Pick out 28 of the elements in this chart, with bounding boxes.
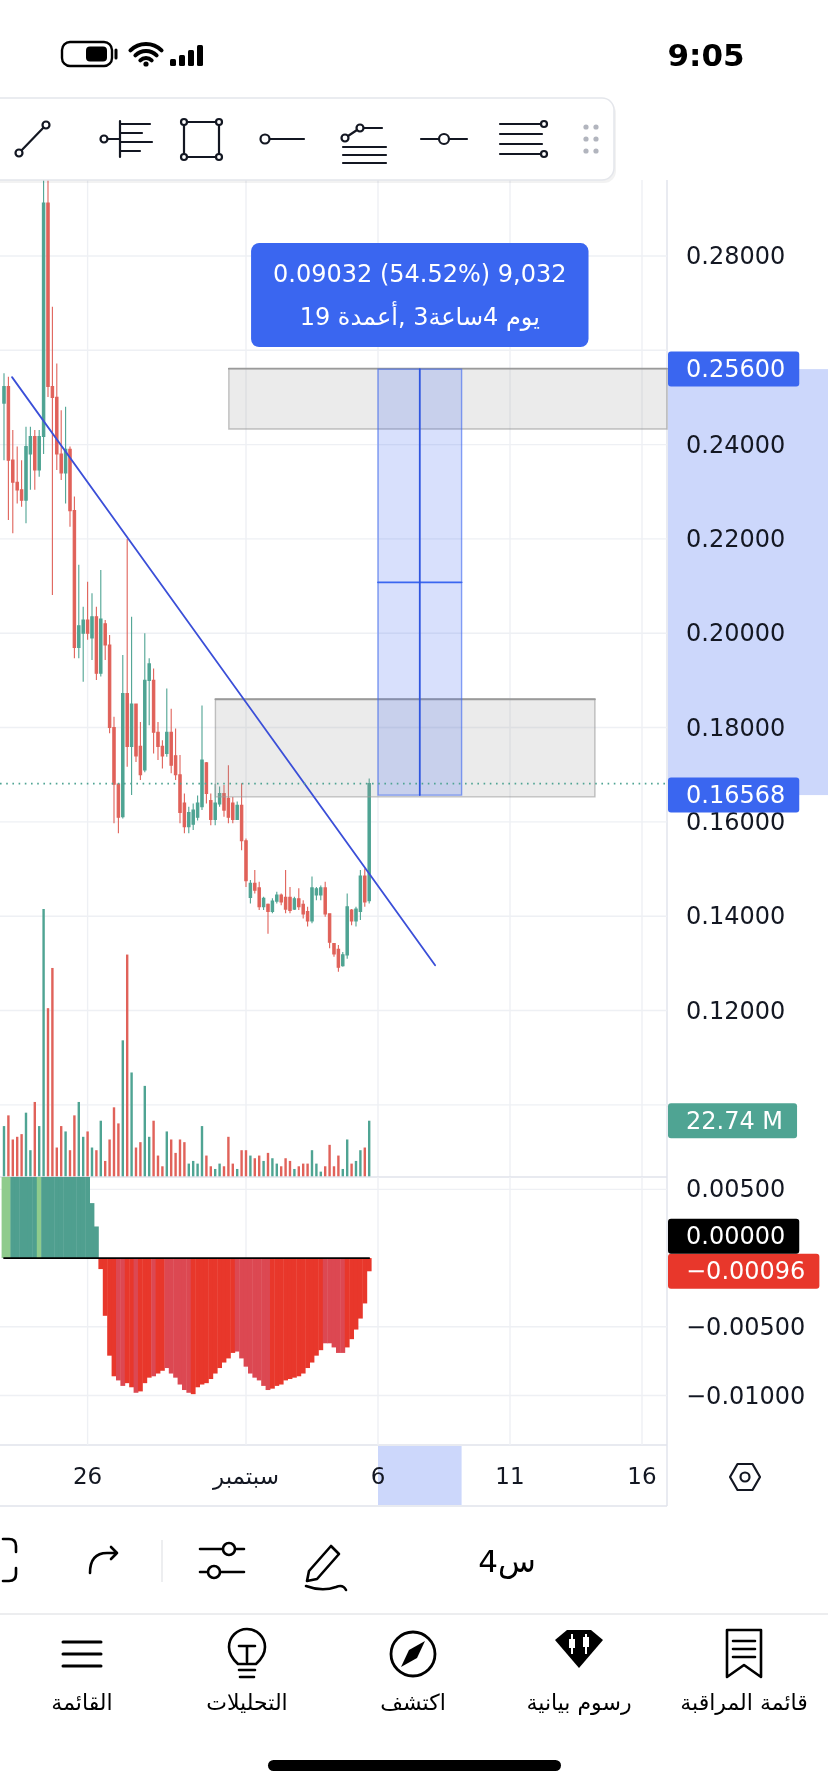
y-tick-label: 0.16568 <box>686 781 786 810</box>
y-tick-label: 0.18000 <box>686 713 786 742</box>
text: قائمة المراقبة <box>680 1689 808 1715</box>
y-tick-label: 0.25600 <box>686 355 786 384</box>
y-tick-label: 0.24000 <box>686 430 786 459</box>
x-tick-label: 6 <box>370 1462 386 1489</box>
text: −0.00096 <box>686 1257 806 1286</box>
x-tick-label: 11 <box>495 1462 525 1489</box>
y-tick-label: 0.28000 <box>686 241 786 270</box>
y-tick-label: 0.12000 <box>686 996 786 1025</box>
x-tick-label: 16 <box>627 1462 657 1489</box>
text: التحليلات <box>206 1689 288 1715</box>
text: 9:05 <box>667 37 745 73</box>
text: القائمة <box>51 1689 113 1715</box>
text: رسوم بيانية <box>526 1689 632 1715</box>
y-tick-label: 0.16000 <box>686 807 786 836</box>
text: 4س <box>478 1543 536 1579</box>
text: 0.00000 <box>686 1222 786 1251</box>
y-tick-label: −0.01000 <box>686 1381 806 1410</box>
y-tick-label: −0.00500 <box>686 1312 806 1341</box>
x-tick-label: 26 <box>72 1462 103 1489</box>
y-tick-label: 0.14000 <box>686 902 786 931</box>
y-tick-label: 0.20000 <box>686 619 786 648</box>
y-tick-label: 0.00500 <box>686 1175 786 1204</box>
x-tick-label: سبتمبر <box>211 1462 280 1490</box>
text: 22.74 M <box>686 1106 784 1135</box>
y-tick-label: 0.22000 <box>686 524 786 553</box>
text: اكتشف <box>380 1689 446 1715</box>
